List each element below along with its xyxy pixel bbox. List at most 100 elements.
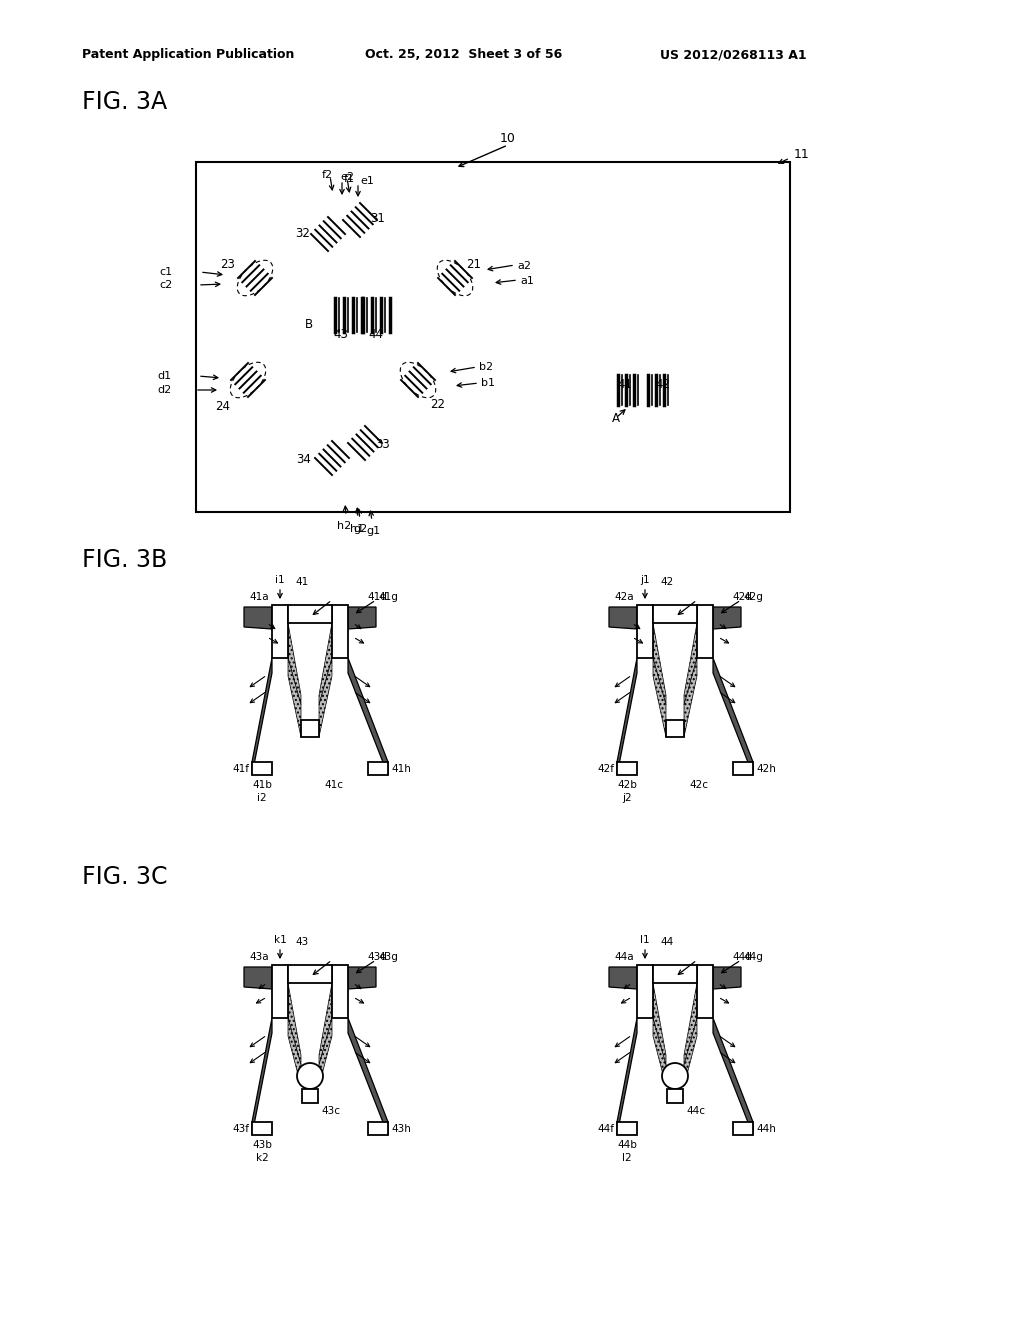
Bar xyxy=(332,965,348,1018)
Text: Patent Application Publication: Patent Application Publication xyxy=(82,48,294,61)
Text: A: A xyxy=(612,412,620,425)
Bar xyxy=(272,965,288,1018)
Polygon shape xyxy=(713,1018,753,1135)
Text: c2: c2 xyxy=(160,280,173,290)
Text: 43b: 43b xyxy=(252,1140,272,1150)
Text: j2: j2 xyxy=(623,793,632,803)
Text: 41: 41 xyxy=(617,378,632,391)
Polygon shape xyxy=(244,607,272,630)
Bar xyxy=(252,1122,272,1135)
Text: 42g: 42g xyxy=(743,591,763,602)
Polygon shape xyxy=(653,983,666,1065)
Bar xyxy=(196,162,790,512)
Text: 42h: 42h xyxy=(756,763,776,774)
Text: Oct. 25, 2012  Sheet 3 of 56: Oct. 25, 2012 Sheet 3 of 56 xyxy=(365,48,562,61)
Polygon shape xyxy=(684,623,697,705)
Text: 42: 42 xyxy=(660,577,674,587)
Polygon shape xyxy=(288,623,301,705)
Text: 21: 21 xyxy=(466,257,481,271)
Bar xyxy=(637,965,653,1018)
Text: 44: 44 xyxy=(660,937,674,946)
Text: 44: 44 xyxy=(368,327,383,341)
Text: k1: k1 xyxy=(273,935,287,945)
Bar xyxy=(617,762,637,775)
Text: 41: 41 xyxy=(295,577,308,587)
Bar xyxy=(252,762,272,775)
Text: FIG. 3A: FIG. 3A xyxy=(82,90,167,114)
Text: 42f: 42f xyxy=(597,763,614,774)
Text: 41c: 41c xyxy=(324,780,343,789)
Text: a2: a2 xyxy=(517,261,531,271)
Text: 43d: 43d xyxy=(367,952,387,962)
Polygon shape xyxy=(653,1018,666,1086)
Bar xyxy=(637,605,653,657)
Polygon shape xyxy=(684,1018,697,1086)
Polygon shape xyxy=(609,607,637,630)
Text: 43: 43 xyxy=(333,327,348,341)
Polygon shape xyxy=(288,657,301,737)
Text: B: B xyxy=(305,318,313,331)
Text: j1: j1 xyxy=(640,576,650,585)
Text: 11: 11 xyxy=(794,148,810,161)
Text: FIG. 3B: FIG. 3B xyxy=(82,548,167,572)
Polygon shape xyxy=(713,607,741,630)
Polygon shape xyxy=(252,657,272,775)
Polygon shape xyxy=(319,623,332,705)
Text: 41b: 41b xyxy=(252,780,272,789)
Text: 42c: 42c xyxy=(689,780,708,789)
Text: i2: i2 xyxy=(257,793,267,803)
Text: 44c: 44c xyxy=(686,1106,705,1115)
Bar xyxy=(733,762,753,775)
Text: 44h: 44h xyxy=(756,1123,776,1134)
Text: 44g: 44g xyxy=(743,952,763,962)
Polygon shape xyxy=(617,1018,637,1135)
Text: 23: 23 xyxy=(220,257,234,271)
Polygon shape xyxy=(288,1018,301,1086)
Polygon shape xyxy=(653,623,666,705)
Text: 41h: 41h xyxy=(391,763,411,774)
Text: US 2012/0268113 A1: US 2012/0268113 A1 xyxy=(660,48,807,61)
Text: 43a: 43a xyxy=(250,952,269,962)
Text: g1: g1 xyxy=(366,525,380,536)
Polygon shape xyxy=(653,657,666,737)
Text: 44f: 44f xyxy=(597,1123,614,1134)
Polygon shape xyxy=(348,968,376,989)
Text: 41a: 41a xyxy=(250,591,269,602)
Polygon shape xyxy=(684,983,697,1065)
Polygon shape xyxy=(713,968,741,989)
Text: l1: l1 xyxy=(640,935,650,945)
Bar xyxy=(288,965,332,983)
Text: c1: c1 xyxy=(160,267,173,277)
Text: 42a: 42a xyxy=(614,591,634,602)
Text: e2: e2 xyxy=(340,172,354,182)
Polygon shape xyxy=(288,983,301,1065)
Text: f1: f1 xyxy=(344,174,355,183)
Text: 42d: 42d xyxy=(732,591,752,602)
Bar xyxy=(272,605,288,657)
Text: 33: 33 xyxy=(375,438,390,451)
Text: 44b: 44b xyxy=(617,1140,637,1150)
Text: a1: a1 xyxy=(520,276,534,286)
Text: 43h: 43h xyxy=(391,1123,411,1134)
Bar xyxy=(697,605,713,657)
Text: h1: h1 xyxy=(350,524,365,535)
Text: 41f: 41f xyxy=(232,763,249,774)
Text: 42b: 42b xyxy=(617,780,637,789)
Bar xyxy=(733,1122,753,1135)
Text: 43g: 43g xyxy=(378,952,398,962)
Polygon shape xyxy=(252,1018,272,1135)
Text: l2: l2 xyxy=(623,1152,632,1163)
Text: 41g: 41g xyxy=(378,591,398,602)
Polygon shape xyxy=(319,657,332,737)
Text: b1: b1 xyxy=(481,378,495,388)
Polygon shape xyxy=(617,657,637,775)
Bar xyxy=(666,719,684,737)
Bar xyxy=(288,605,332,623)
Bar xyxy=(653,605,697,623)
Text: f2: f2 xyxy=(322,170,333,180)
Polygon shape xyxy=(319,1018,332,1086)
Bar xyxy=(653,965,697,983)
Text: i1: i1 xyxy=(275,576,285,585)
Text: 10: 10 xyxy=(500,132,516,145)
Text: 31: 31 xyxy=(370,213,385,224)
